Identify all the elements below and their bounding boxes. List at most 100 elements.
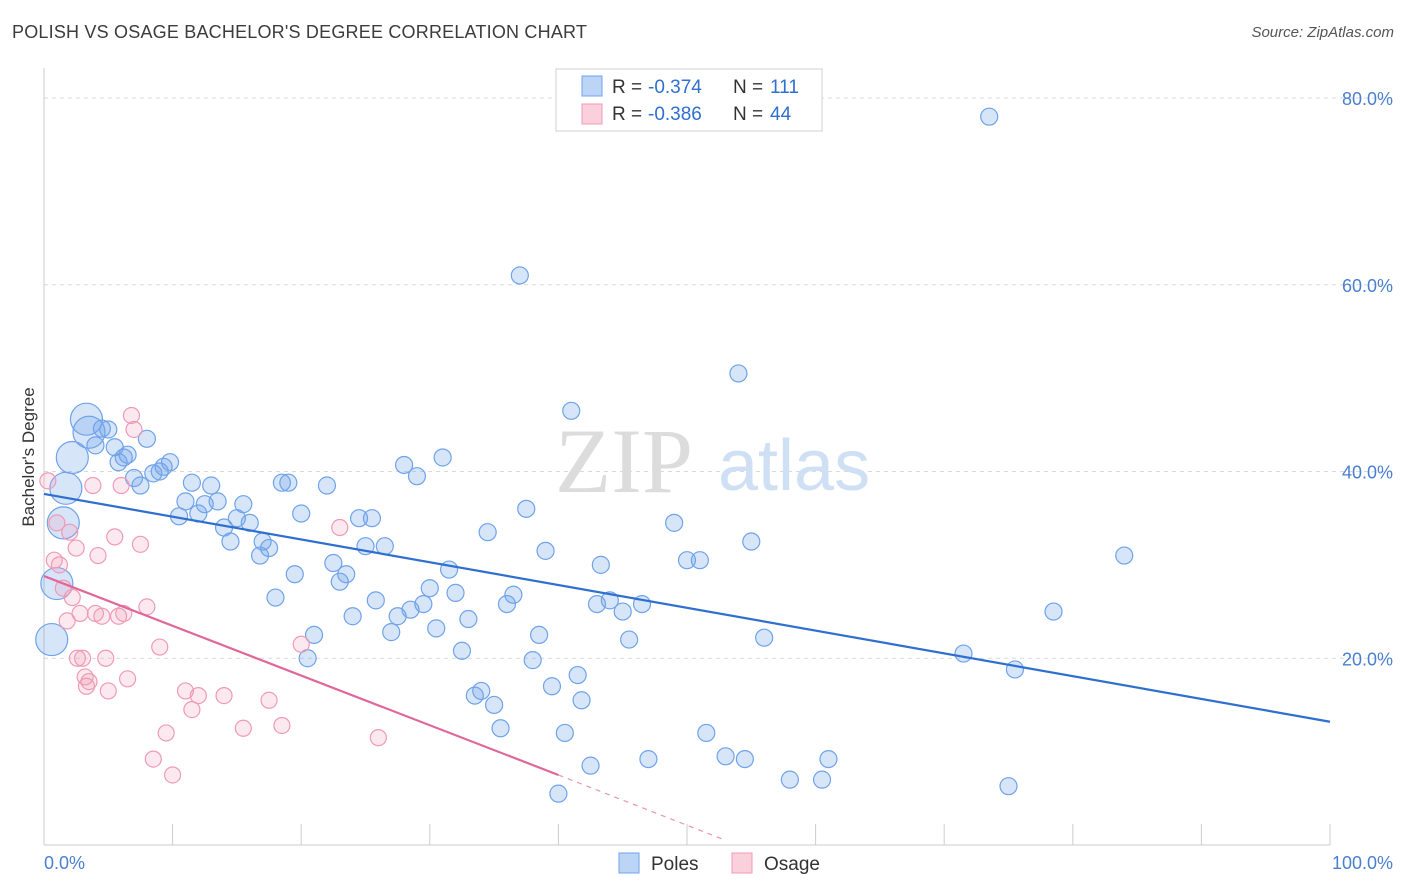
trend-lines [43,492,1331,841]
poles-point [160,453,180,472]
poles-point [266,588,285,607]
legend-poles-swatch [618,852,640,874]
poles-point [337,565,356,584]
osage-point [99,682,117,700]
y-tick-label: 80.0% [1342,89,1393,109]
y-axis-label: Bachelor's Degree [19,387,38,526]
osage-swatch [581,103,603,125]
poles-point [1115,546,1134,565]
osage-point [164,766,182,784]
osage-point [39,472,57,490]
osage-point [131,535,150,553]
poles-point [999,777,1018,796]
poles-point [72,415,106,449]
poles-point [221,532,240,551]
poles-point [259,538,279,558]
osage-point [93,607,111,625]
poles-point [459,609,478,629]
poles-point [536,541,555,560]
poles-point [433,448,452,467]
poles-point [131,476,150,495]
poles-point [954,644,973,663]
poles-point [497,594,517,614]
osage-point [45,551,63,569]
poles-point [697,723,716,743]
poles-point [118,445,137,464]
poles-point [572,691,591,710]
tick-labels: 20.0% 40.0% 60.0% 80.0% 0.0% 100.0% [44,89,1393,873]
poles-point [1005,660,1025,679]
poles-point [86,436,105,455]
poles-n-label: N = [733,77,763,98]
chart-title: POLISH VS OSAGE BACHELOR'S DEGREE CORREL… [12,22,588,42]
osage-point [73,649,92,667]
osage-point [97,649,115,667]
poles-point [517,499,536,518]
poles-point [639,749,658,769]
osage-point [331,518,349,537]
poles-point [317,476,337,495]
poles-point [414,594,433,614]
x-tick-label: 100.0% [1332,853,1393,873]
poles-point [542,677,562,696]
watermark-atlas: atlas [718,426,870,506]
poles-point [568,665,587,685]
poles-point [591,555,610,574]
poles-point [349,509,369,528]
poles-point [176,492,195,511]
poles-point [99,420,118,439]
poles-point [144,464,163,483]
poles-point [581,756,600,775]
poles-point [742,532,761,551]
osage-point [106,528,124,546]
osage-point [151,638,169,656]
osage-point [176,682,195,700]
poles-point [600,591,619,610]
poles-point [285,565,304,584]
poles-point [530,625,549,645]
poles-point [202,476,221,495]
poles-point [343,607,362,626]
poles-point [504,585,523,604]
poles-point [92,419,111,438]
poles-point [446,583,465,602]
poles-point [735,749,754,769]
poles-point [407,467,427,486]
poles-point [780,770,799,789]
osage-r-value: -0.386 [648,104,702,125]
legend-poles-label: Poles [651,854,699,875]
poles-point [362,509,382,528]
poles-trend-line [43,492,1331,723]
poles-point [124,468,144,488]
osage-point [260,691,278,709]
poles-point [549,784,568,803]
poles-point [665,513,684,532]
osage-point [109,607,128,625]
poles-point [234,495,253,514]
poles-point [279,473,298,492]
osage-point [138,598,156,616]
y-tick-label: 40.0% [1342,463,1393,483]
poles-point [330,572,349,591]
osage-point [71,604,89,623]
poles-point [716,747,735,766]
poles-point [304,625,324,645]
osage-r-label: R = [612,104,642,125]
poles-point [485,695,504,715]
osage-trend-extension [558,774,726,841]
series-legend: Poles Osage [618,852,820,875]
poles-point [729,364,748,383]
poles-point [324,553,343,573]
poles-point [677,551,697,570]
poles-point [35,622,69,657]
osage-point [50,556,69,574]
osage-point [292,635,310,653]
grid-lines [44,97,1395,659]
osage-point [63,588,81,607]
poles-r-label: R = [612,77,642,98]
osage-point [273,716,291,735]
x-tick-label: 0.0% [44,853,85,873]
osage-n-value: 44 [770,104,792,125]
poles-point [55,440,89,475]
osage-point [80,672,98,691]
